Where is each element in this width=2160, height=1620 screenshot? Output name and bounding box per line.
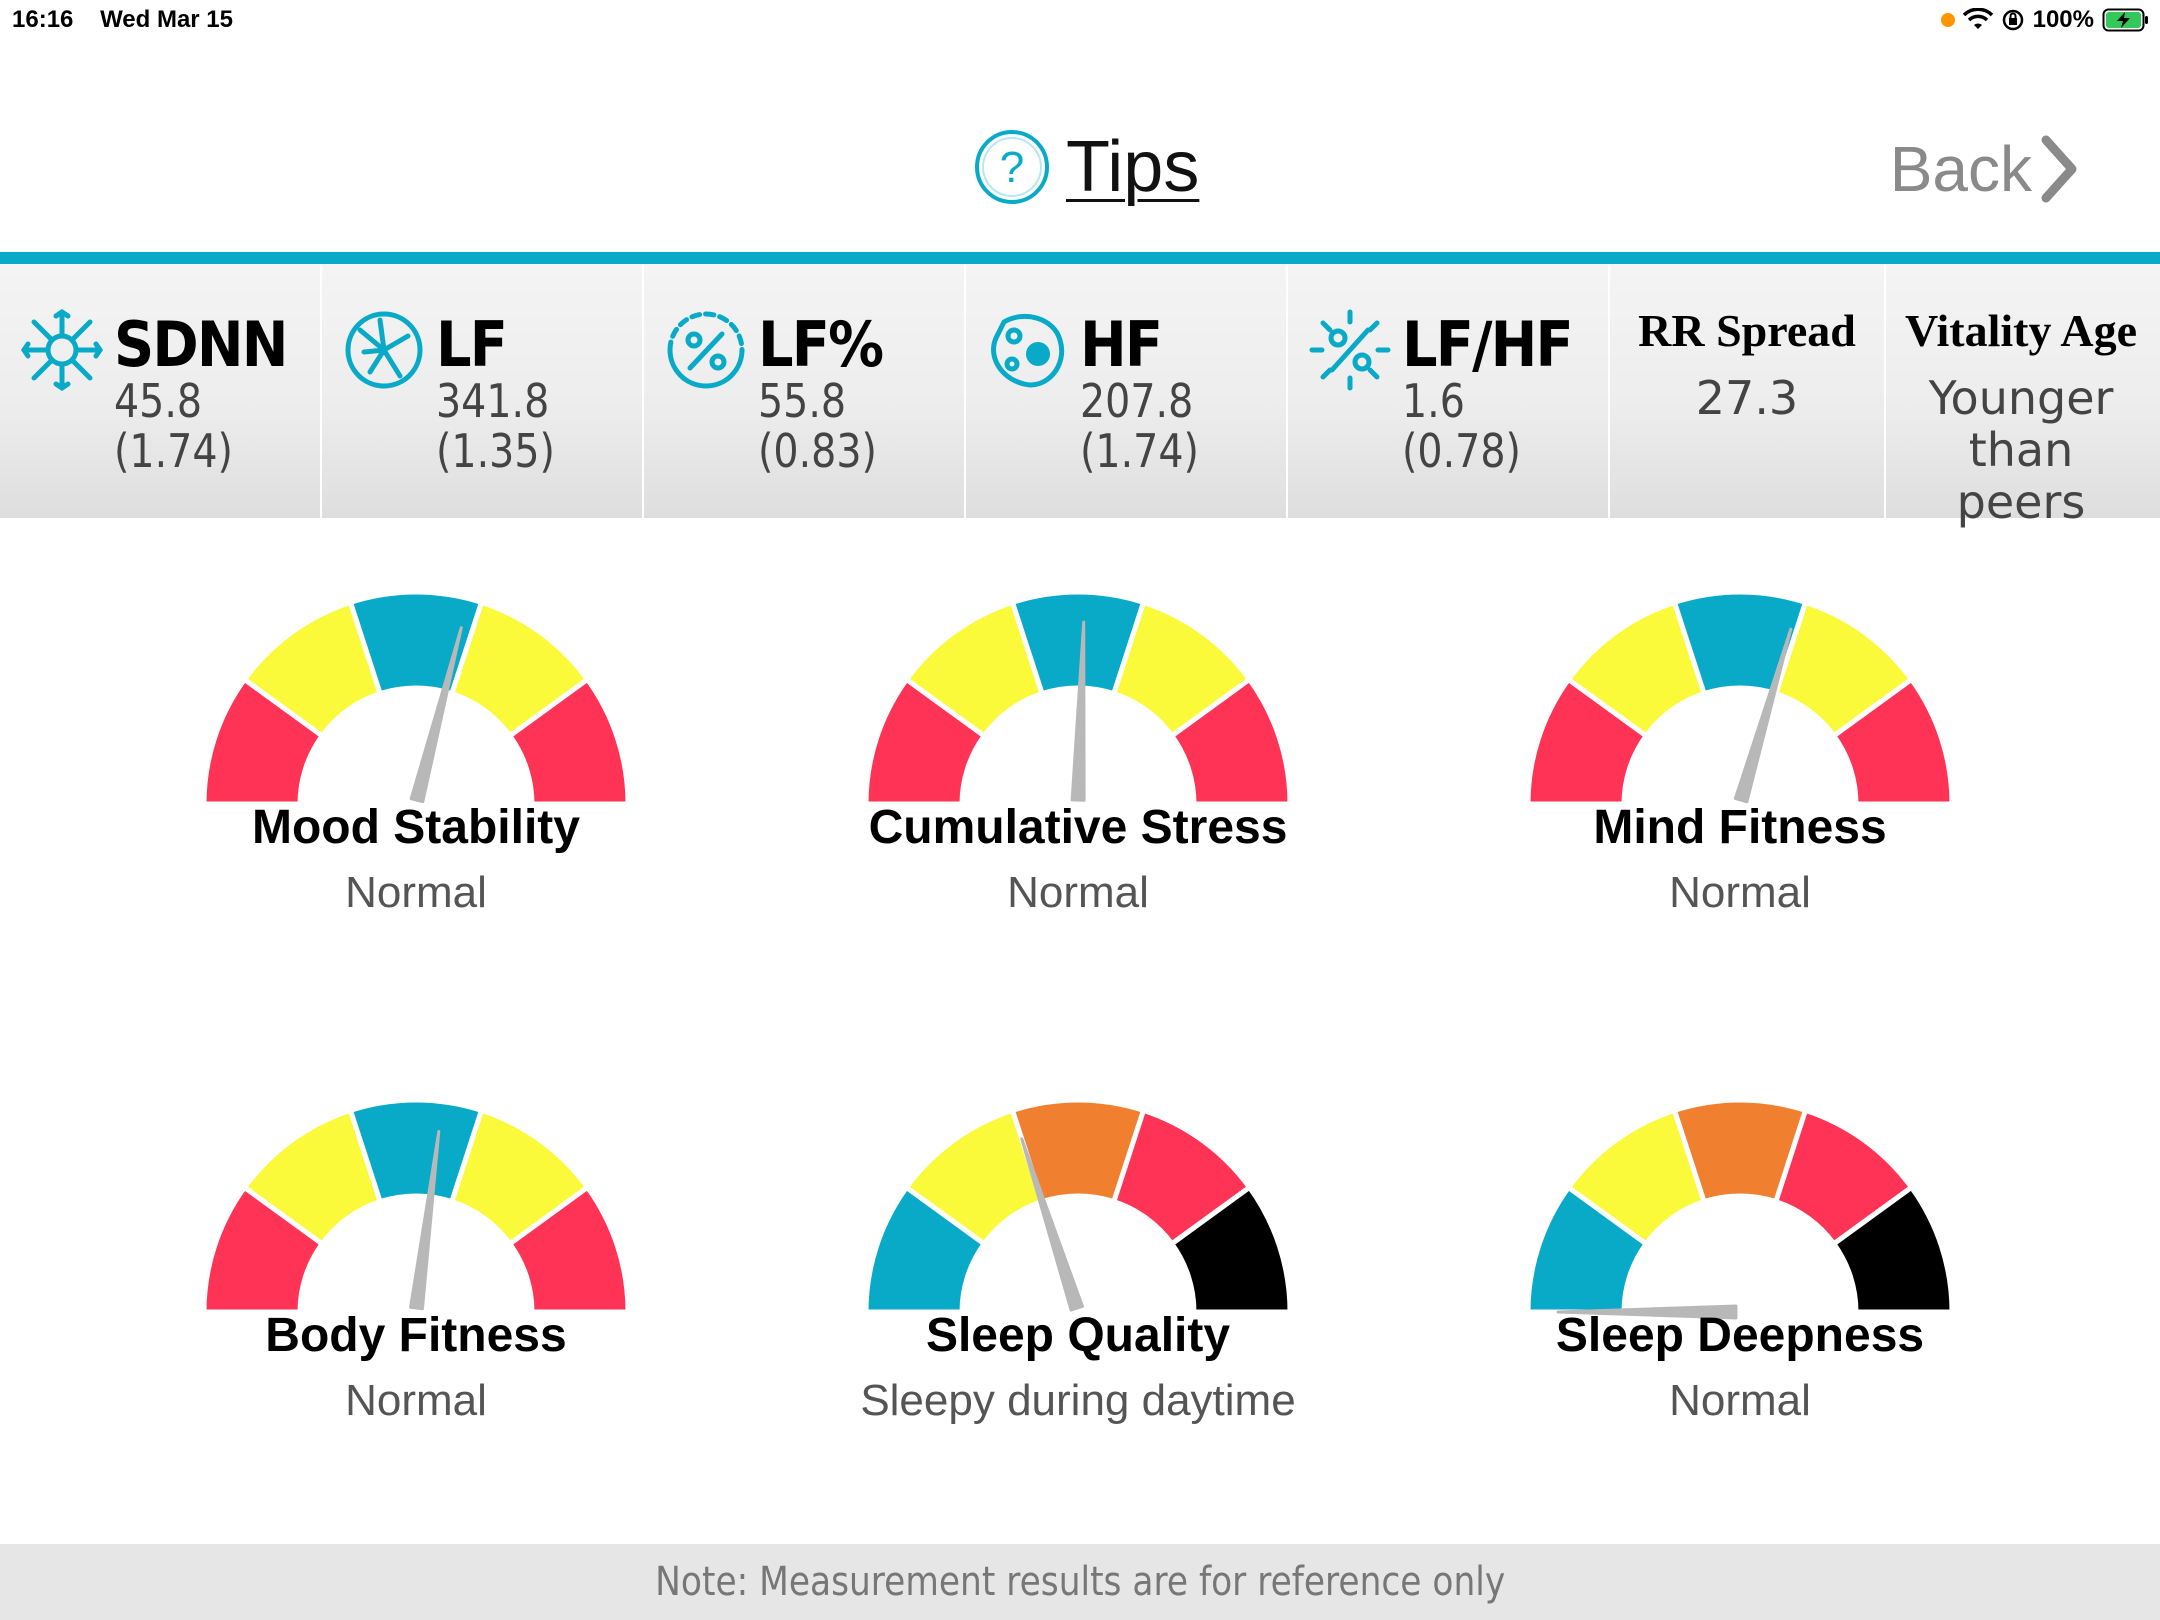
metric-sub: (0.78)	[1402, 424, 1521, 478]
metric-sub: (1.74)	[114, 424, 233, 478]
gauge-mind-fitness[interactable]	[1440, 564, 2040, 824]
gauge-title: Sleep Deepness	[1555, 1309, 1925, 1362]
vitality-age-value: Younger than peers	[1928, 371, 2114, 529]
metric-value: 207.8	[1080, 374, 1194, 428]
sdnn-icon	[20, 308, 104, 392]
vitality-age-label: Vitality Age	[1904, 305, 2138, 356]
gauge-needle	[1020, 1137, 1084, 1312]
metrics-strip: SDNN 45.8 (1.74) LF 341.8 (1.35) LF% 55.	[0, 264, 2160, 528]
gauge-dial	[863, 589, 1293, 807]
gauge-status: Normal	[345, 1376, 487, 1425]
metric-sub: (1.74)	[1080, 424, 1199, 478]
gauge-segment	[1830, 1183, 1955, 1315]
gauge-needle	[409, 1129, 441, 1311]
gauge-title: Cumulative Stress	[868, 801, 1288, 854]
metric-lf[interactable]: LF 341.8 (1.35)	[322, 264, 644, 518]
gauge-segment	[506, 1183, 631, 1315]
status-time: 16:16	[12, 6, 74, 33]
gauge-dial	[201, 1097, 631, 1315]
gauge-status: Normal	[1669, 868, 1811, 917]
gauge-mood-stability[interactable]	[116, 564, 716, 824]
rr-spread-label: RR Spread	[1638, 305, 1856, 356]
metric-name: LF/HF	[1402, 308, 1574, 381]
rotation-lock-icon	[2002, 9, 2023, 31]
lf-percent-icon	[667, 311, 745, 389]
gauge-segment	[1168, 675, 1293, 807]
header: ? Tips Back	[0, 40, 2160, 252]
gauge-title: Sleep Quality	[925, 1309, 1231, 1362]
gauge-status: Normal	[1669, 1376, 1811, 1425]
orange-dot-icon	[1940, 13, 1955, 27]
metric-name: LF	[436, 308, 508, 381]
help-icon: ?	[975, 130, 1049, 204]
battery-charging-icon	[2102, 8, 2148, 32]
metric-name: HF	[1080, 308, 1163, 381]
tips-label: Tips	[1066, 127, 1200, 207]
metric-name: SDNN	[114, 308, 289, 381]
back-label: Back	[1889, 133, 2032, 205]
metric-vitality-age[interactable]: Vitality Age Younger than peers	[1886, 264, 2156, 528]
gauge-title: Body Fitness	[265, 1309, 567, 1362]
gauge-status: Normal	[1007, 868, 1149, 917]
hf-icon	[991, 313, 1065, 388]
gauge-needle	[1070, 620, 1086, 802]
lf-icon	[345, 311, 423, 389]
back-button[interactable]: Back	[1890, 132, 2078, 206]
battery-percent: 100%	[2032, 6, 2094, 33]
gauge-cumulative-stress[interactable]	[778, 564, 1378, 824]
gauge-needle	[409, 626, 463, 804]
rr-spread-value: 27.3	[1695, 371, 1799, 425]
metric-lf-hf[interactable]: LF/HF 1.6 (0.78)	[1288, 264, 1610, 518]
gauge-sleep-quality[interactable]	[778, 1072, 1378, 1332]
gauge-dial	[863, 1097, 1293, 1315]
gauge-dial	[1525, 589, 1955, 807]
status-bar-left: 16:16 Wed Mar 15	[12, 6, 253, 34]
status-date: Wed Mar 15	[100, 6, 233, 33]
metric-lf-percent[interactable]: LF% 55.8 (0.83)	[644, 264, 966, 518]
wifi-icon	[1962, 8, 1993, 29]
gauge-dial	[201, 589, 631, 807]
gauge-title: Mind Fitness	[1593, 801, 1887, 854]
metric-value: 45.8	[114, 374, 203, 428]
chevron-right-icon	[2041, 135, 2077, 203]
footer-note: Note: Measurement results are for refere…	[0, 1544, 2160, 1620]
metric-rr-spread[interactable]: RR Spread 27.3	[1610, 264, 1886, 518]
metric-name: LF%	[758, 308, 884, 381]
gauge-body-fitness[interactable]	[116, 1072, 716, 1332]
metric-hf[interactable]: HF 207.8 (1.74)	[966, 264, 1288, 518]
lf-hf-icon	[1309, 309, 1391, 391]
gauge-needle	[1556, 1304, 1738, 1320]
status-bar: 16:16 Wed Mar 15 100%	[0, 0, 2160, 40]
gauge-needle	[1733, 627, 1793, 804]
tips-button[interactable]: ? Tips	[972, 126, 1199, 208]
gauge-segment	[1168, 1183, 1293, 1315]
gauge-segment	[1830, 675, 1955, 807]
metric-value: 55.8	[758, 374, 847, 428]
footer-note-text: Note: Measurement results are for refere…	[654, 1559, 1505, 1605]
metric-sdnn[interactable]: SDNN 45.8 (1.74)	[0, 264, 322, 518]
gauge-title: Mood Stability	[252, 801, 580, 854]
metric-sub: (1.35)	[436, 424, 555, 478]
gauge-status: Sleepy during daytime	[860, 1376, 1296, 1425]
header-divider	[0, 252, 2160, 264]
gauge-dial	[1525, 1097, 1955, 1320]
gauge-segment	[506, 675, 631, 807]
metric-value: 341.8	[436, 374, 550, 428]
status-bar-right: 100%	[1940, 4, 2150, 36]
metric-value: 1.6	[1402, 374, 1465, 428]
svg-text:?: ?	[1000, 143, 1024, 192]
gauge-status: Normal	[345, 868, 487, 917]
gauge-sleep-deepness[interactable]	[1440, 1072, 2040, 1332]
metric-sub: (0.83)	[758, 424, 877, 478]
